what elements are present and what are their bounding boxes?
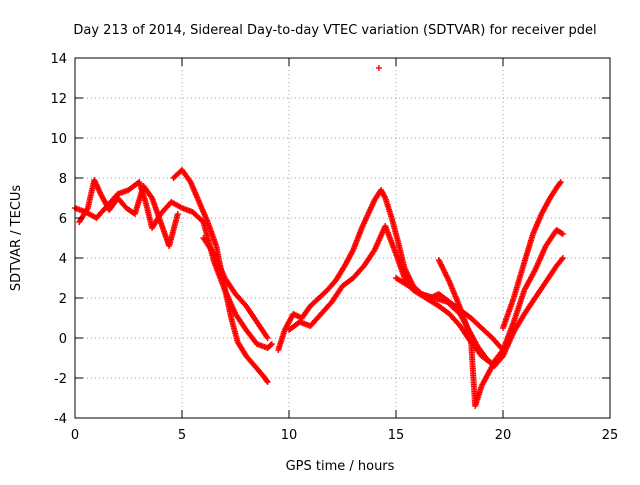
y-tick-label: 0 (59, 332, 67, 347)
plot-frame (74, 57, 611, 419)
data-point-sat-g (559, 255, 566, 261)
data-point-sat-c (264, 379, 271, 385)
y-tick-label: 8 (59, 172, 67, 187)
x-tick-label: 20 (495, 428, 512, 443)
chart-title: Day 213 of 2014, Sidereal Day-to-day VTE… (73, 23, 596, 38)
x-tick-label: 10 (281, 428, 298, 443)
data-point-outlier (375, 65, 382, 71)
y-axis-label: SDTVAR / TECUs (9, 185, 24, 292)
y-tick-label: 2 (59, 292, 67, 307)
data-point-sat-a (268, 341, 275, 347)
y-tick-label: 10 (50, 132, 67, 147)
data-point-sat-i (556, 180, 563, 187)
y-tick-label: 6 (59, 212, 67, 227)
data-point-sat-a (267, 342, 274, 348)
x-tick-label: 15 (388, 428, 405, 443)
data-point-sat-c (263, 377, 270, 384)
data-point-sat-h (558, 230, 565, 237)
data-point-sat-i (557, 179, 564, 185)
x-tick-label: 5 (178, 428, 186, 443)
data-layer (72, 65, 566, 409)
data-point-sat-h (559, 231, 566, 237)
x-tick-label: 25 (602, 428, 619, 443)
x-tick-label: 0 (71, 428, 79, 443)
y-tick-label: 4 (59, 252, 67, 267)
y-tick-label: -4 (54, 412, 67, 427)
data-point-sat-d (264, 335, 271, 341)
y-tick-label: 14 (50, 52, 67, 67)
y-tick-label: 12 (50, 92, 67, 107)
tick-layer: 0 5 10 15 20 25 -4 -2 0 2 4 6 8 10 12 14 (50, 52, 618, 443)
y-tick-label: -2 (54, 372, 67, 387)
grid-layer (75, 58, 610, 418)
data-point-sat-b (174, 211, 181, 217)
x-axis-label: GPS time / hours (286, 459, 395, 474)
